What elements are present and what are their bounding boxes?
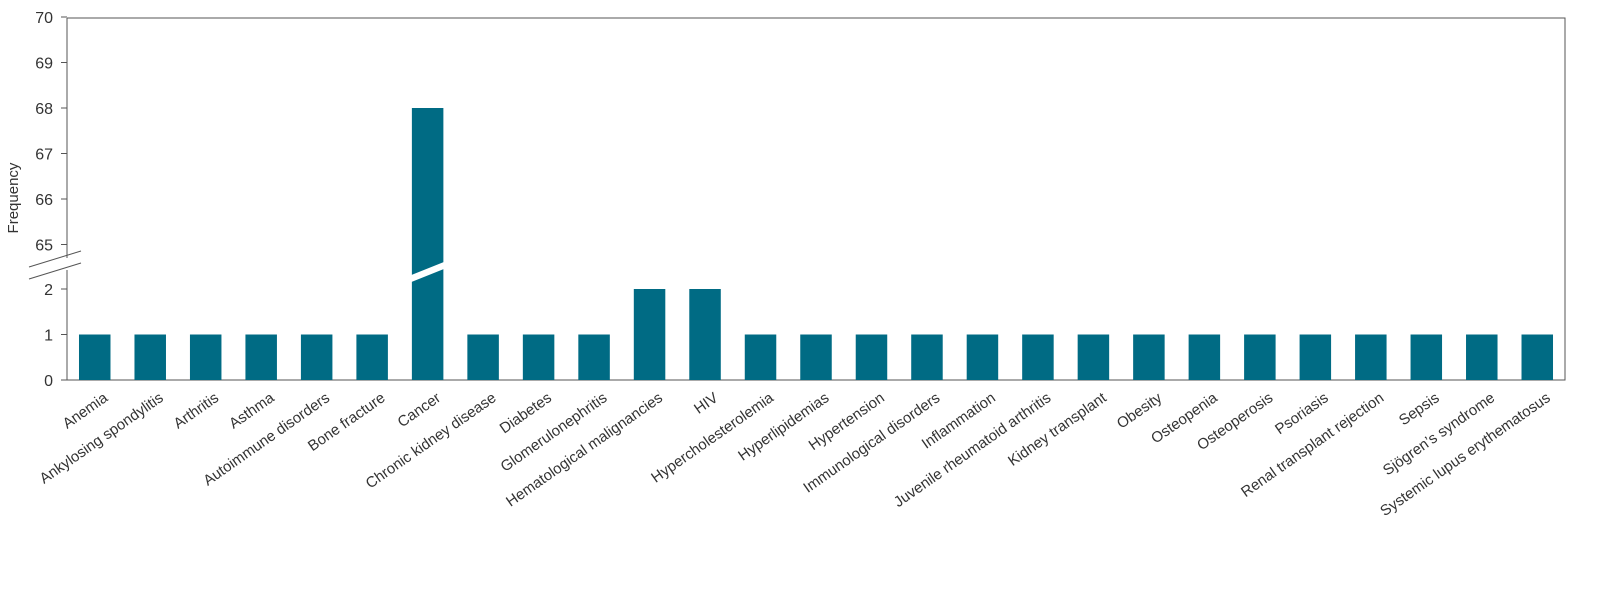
- y-tick-label: 2: [44, 282, 53, 299]
- axis-break-mark: [28, 262, 82, 280]
- bars: [78, 108, 1554, 380]
- bar: [911, 334, 943, 380]
- bar: [134, 334, 166, 380]
- bar: [1355, 334, 1387, 380]
- x-category-label: HIV: [691, 389, 721, 417]
- bar: [633, 289, 666, 380]
- bar: [300, 334, 333, 380]
- bar: [1521, 334, 1554, 380]
- bar: [855, 334, 888, 380]
- bar: [356, 334, 388, 380]
- bar: [1299, 334, 1332, 380]
- y-tick-label: 69: [35, 56, 53, 73]
- bar: [245, 334, 277, 380]
- x-category-label: Kidney transplant: [1005, 389, 1110, 470]
- bar: [1466, 334, 1498, 380]
- y-tick-label: 0: [44, 373, 53, 390]
- bar: [467, 334, 499, 380]
- bar: [189, 334, 222, 380]
- x-category-label: Sepsis: [1396, 389, 1443, 429]
- x-category-label: Cancer: [395, 389, 444, 431]
- bar: [78, 334, 111, 380]
- bar: [1133, 334, 1165, 380]
- y-tick-label: 1: [44, 328, 53, 345]
- bar: [1188, 334, 1221, 380]
- bar: [522, 334, 555, 380]
- plot-frame: [67, 17, 1566, 381]
- y-axis-title: Frequency: [5, 162, 22, 233]
- bar: [411, 108, 444, 380]
- bar: [689, 289, 721, 380]
- bar: [1077, 334, 1110, 380]
- y-tick-label: 66: [35, 192, 53, 209]
- bar: [1022, 334, 1054, 380]
- y-tick-label: 67: [35, 147, 53, 164]
- y-ticks: 0 1 2 65 66 67 68 69 70: [35, 10, 67, 390]
- bar-break-gap: [408, 261, 447, 283]
- bar: [800, 334, 832, 380]
- y-tick-label: 68: [35, 101, 53, 118]
- bar: [744, 334, 777, 380]
- x-category-label: Arthritis: [171, 389, 222, 432]
- y-tick-label: 70: [35, 10, 53, 27]
- bar: [1244, 334, 1276, 380]
- axis-break-mark: [28, 250, 82, 268]
- axes: [28, 17, 1566, 381]
- bar: [966, 334, 999, 380]
- bar: [578, 334, 610, 380]
- bar: [1410, 334, 1443, 380]
- y-tick-label: 65: [35, 238, 53, 255]
